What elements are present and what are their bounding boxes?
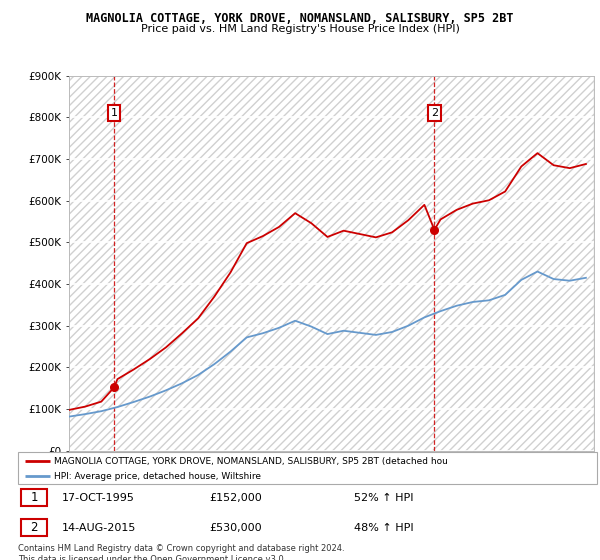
Text: £530,000: £530,000 (209, 522, 262, 533)
FancyBboxPatch shape (21, 519, 47, 536)
Text: Contains HM Land Registry data © Crown copyright and database right 2024.
This d: Contains HM Land Registry data © Crown c… (18, 544, 344, 560)
Text: 52% ↑ HPI: 52% ↑ HPI (354, 493, 413, 503)
Text: £152,000: £152,000 (209, 493, 262, 503)
Text: 48% ↑ HPI: 48% ↑ HPI (354, 522, 413, 533)
FancyBboxPatch shape (21, 489, 47, 506)
Text: 1: 1 (110, 108, 118, 118)
Text: 17-OCT-1995: 17-OCT-1995 (61, 493, 134, 503)
Text: MAGNOLIA COTTAGE, YORK DROVE, NOMANSLAND, SALISBURY, SP5 2BT: MAGNOLIA COTTAGE, YORK DROVE, NOMANSLAND… (86, 12, 514, 25)
Text: 14-AUG-2015: 14-AUG-2015 (61, 522, 136, 533)
Text: 2: 2 (30, 521, 38, 534)
Text: 2: 2 (431, 108, 438, 118)
Text: 1: 1 (30, 491, 38, 505)
Text: HPI: Average price, detached house, Wiltshire: HPI: Average price, detached house, Wilt… (55, 472, 262, 481)
FancyBboxPatch shape (18, 452, 597, 484)
Text: Price paid vs. HM Land Registry's House Price Index (HPI): Price paid vs. HM Land Registry's House … (140, 24, 460, 34)
Text: MAGNOLIA COTTAGE, YORK DROVE, NOMANSLAND, SALISBURY, SP5 2BT (detached hou: MAGNOLIA COTTAGE, YORK DROVE, NOMANSLAND… (55, 456, 448, 465)
